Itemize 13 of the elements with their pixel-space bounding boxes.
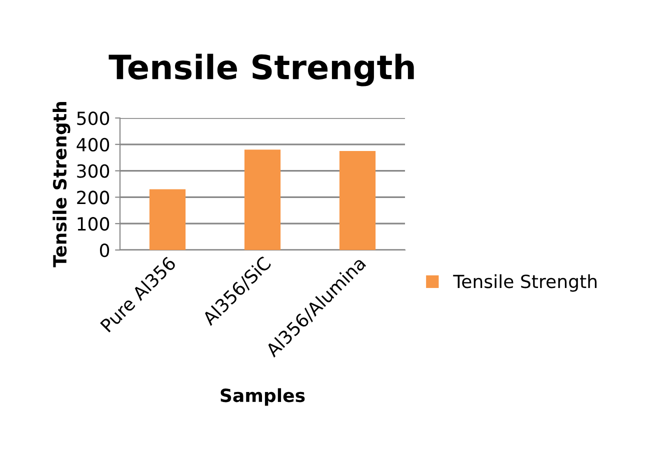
chart-title: Tensile Strength — [108, 54, 414, 86]
y-tick-label: 0 — [100, 243, 110, 258]
legend-label: Tensile Strength — [453, 274, 597, 292]
bar — [339, 151, 376, 250]
y-tick-label: 100 — [78, 217, 110, 231]
bar — [149, 189, 186, 250]
x-axis-title: Samples — [220, 388, 305, 406]
y-tick-label: 400 — [76, 138, 110, 152]
y-tick-label: 300 — [77, 164, 110, 178]
y-tick-label: 500 — [77, 111, 110, 126]
y-tick-label: 200 — [77, 190, 110, 204]
bar — [244, 150, 281, 250]
y-axis-title: Tensile Strength — [52, 102, 70, 268]
